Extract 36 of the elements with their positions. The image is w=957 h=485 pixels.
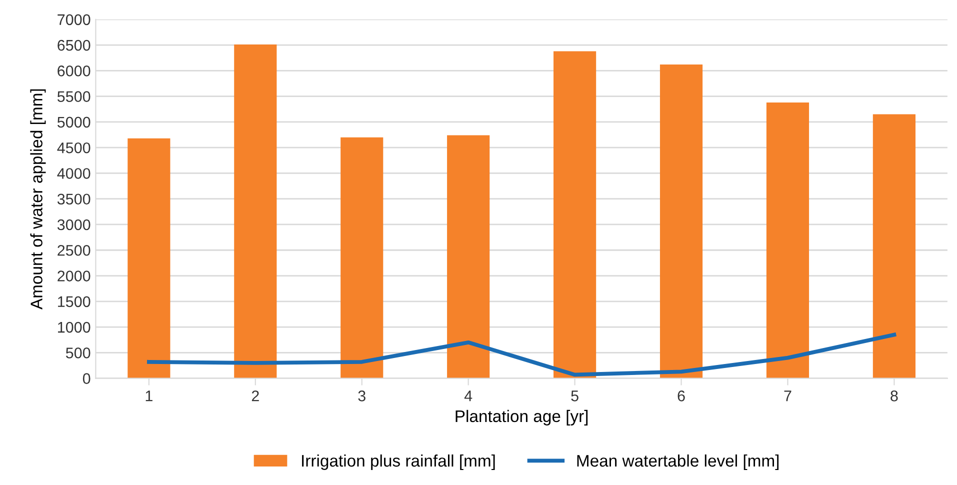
y-tick-label: 2500 (58, 244, 90, 256)
legend-label: Mean watertable level [mm] (577, 454, 779, 470)
y-tick-label: 1000 (58, 322, 90, 333)
y-tick-label: 3500 (57, 194, 90, 205)
x-tick-label: 2 (252, 390, 259, 402)
y-tick-label: 3000 (57, 219, 90, 230)
x-tick-label: 6 (678, 390, 685, 402)
x-axis-title: Plantation age [yr] (456, 410, 588, 426)
y-tick-label: 2000 (58, 270, 90, 282)
bar (234, 44, 277, 378)
y-axis-title: Amount of water applied [mm] (30, 89, 46, 310)
y-tick-label: 6500 (58, 40, 90, 51)
x-tick-label: 1 (146, 390, 152, 402)
y-tick-label: 4000 (57, 168, 90, 179)
x-tick-label: 5 (571, 390, 578, 402)
y-tick-label: 1500 (58, 296, 90, 308)
x-tick-label: 4 (464, 390, 472, 402)
y-tick-label: 4500 (57, 142, 90, 154)
x-tick-label: 8 (890, 390, 898, 402)
x-tick-label: 7 (784, 390, 792, 402)
bar (660, 64, 703, 378)
y-tick-label: 5500 (57, 91, 90, 102)
y-tick-label: 6000 (58, 66, 90, 76)
y-tick-label: 500 (66, 348, 90, 358)
y-tick-label: 5000 (57, 116, 90, 128)
y-tick-label: 7000 (58, 14, 90, 26)
bar (128, 138, 170, 378)
bar (340, 137, 384, 378)
x-tick-label: 3 (358, 390, 366, 402)
y-tick-label: 0 (82, 373, 90, 384)
bar (447, 135, 490, 378)
bar (554, 51, 596, 378)
legend-label: Irrigation plus rainfall [mm] (302, 454, 495, 470)
bar (766, 102, 810, 378)
bar (872, 114, 916, 378)
line-series (146, 332, 896, 377)
